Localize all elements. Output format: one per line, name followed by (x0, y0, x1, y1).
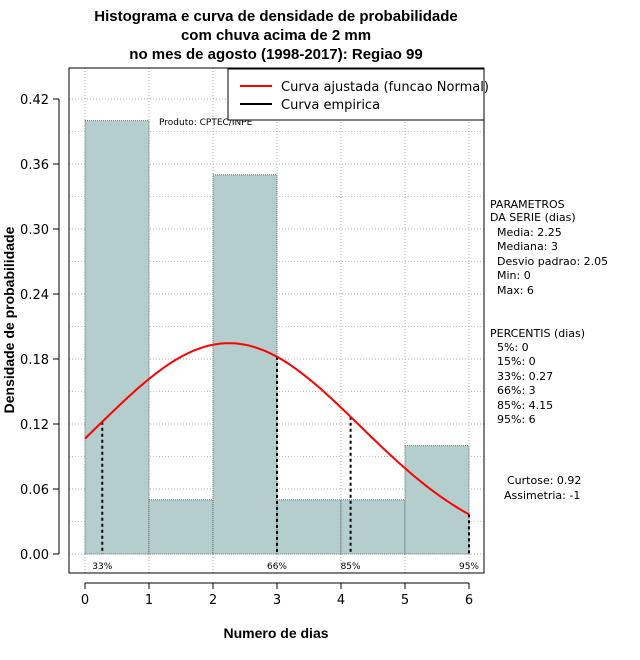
percentile-line: 66%: 3 (490, 384, 536, 397)
chart-title-line-1: Histograma e curva de densidade de proba… (94, 8, 457, 25)
histogram-bar (212, 174, 278, 555)
x-tick-label: 3 (273, 593, 281, 608)
x-tick-label: 1 (145, 593, 153, 608)
percentile-label: 66% (267, 562, 287, 572)
fitted-curve-layer (84, 342, 470, 516)
side-panel: PARAMETROS DA SERIE (dias) Media: 2.25 M… (490, 198, 608, 502)
axes: 0.00 0.06 0.12 0.18 0.24 0.30 0.36 0.42 0 1 2 3 4 5 6 (20, 93, 473, 608)
histogram-bar (276, 499, 342, 555)
percentile-label: 33% (92, 562, 112, 572)
legend: Curva ajustada (funcao Normal) Curva emp… (227, 68, 489, 121)
histogram-bars (84, 120, 470, 555)
product-label: Produto: CPTEC/INPE (159, 118, 253, 128)
chart-title-line-2: com chuva acima de 2 mm (181, 27, 371, 44)
legend-box (227, 68, 485, 121)
x-tick-label: 4 (337, 593, 345, 608)
percentile-line: 15%: 0 (490, 355, 536, 368)
percentile-line: PERCENTIS (dias) (490, 327, 585, 340)
param-line: Mediana: 3 (490, 240, 558, 253)
x-tick-label: 5 (401, 593, 409, 608)
param-line: Media: 2.25 (490, 226, 562, 239)
x-tick-label: 6 (465, 593, 473, 608)
y-tick-label: 0.36 (20, 158, 49, 173)
histogram-bar (404, 445, 470, 555)
y-axis-label: Densidade de probabilidade (1, 226, 17, 413)
percentile-label: 95% (459, 562, 479, 572)
y-tick-label: 0.06 (20, 483, 49, 498)
y-tick-label: 0.24 (20, 288, 49, 303)
param-line: DA SERIE (dias) (490, 211, 576, 224)
param-line: Min: 0 (490, 269, 531, 282)
chart-title-line-3: no mes de agosto (1998-2017): Regiao 99 (129, 46, 422, 63)
y-tick-label: 0.18 (20, 353, 49, 368)
percentile-label: 85% (341, 562, 361, 572)
param-line: Max: 6 (490, 284, 534, 297)
assimetria-value: Assimetria: -1 (504, 489, 580, 502)
plot-frame (68, 67, 485, 574)
legend-empirical-label: Curva empirica (281, 98, 380, 113)
percentile-line: 85%: 4.15 (490, 399, 553, 412)
histogram-bar (84, 120, 150, 555)
legend-fitted-label: Curva ajustada (funcao Normal) (281, 80, 489, 95)
percentile-line: 33%: 0.27 (490, 370, 553, 383)
param-line: Desvio padrao: 2.05 (490, 255, 608, 268)
percentile-line: 95%: 6 (490, 413, 536, 426)
percentile-lines: 33% 66% 85% 95% (92, 356, 479, 572)
y-tick-label: 0.30 (20, 223, 49, 238)
percentile-line: 5%: 0 (490, 341, 529, 354)
histogram-bar (340, 499, 406, 555)
y-tick-label: 0.00 (20, 548, 49, 563)
x-tick-label: 2 (209, 593, 217, 608)
curtose-value: Curtose: 0.92 (507, 474, 581, 487)
x-axis-label: Numero de dias (223, 625, 328, 641)
y-tick-label: 0.42 (20, 93, 49, 108)
x-tick-label: 0 (81, 593, 89, 608)
histogram-bar (148, 499, 214, 555)
fitted-normal-curve (84, 342, 470, 516)
param-line: PARAMETROS (490, 198, 565, 211)
y-tick-label: 0.12 (20, 418, 49, 433)
